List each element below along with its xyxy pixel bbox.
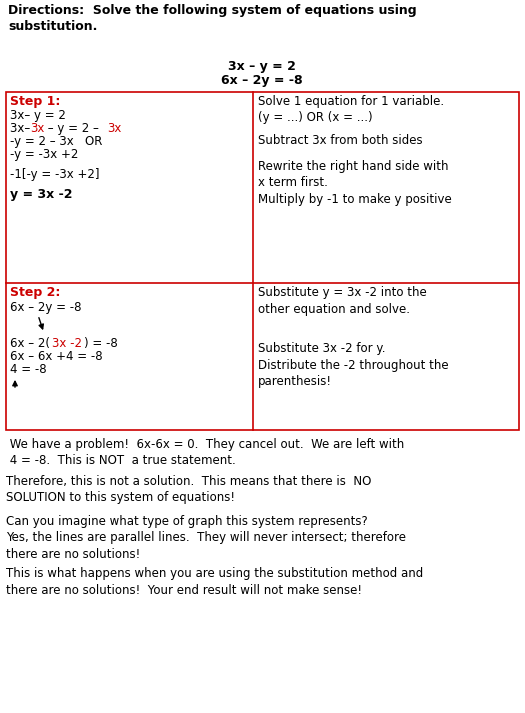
- Text: Substitute 3x -2 for y.
Distribute the -2 throughout the
parenthesis!: Substitute 3x -2 for y. Distribute the -…: [258, 342, 449, 388]
- Text: Directions:  Solve the following system of equations using
substitution.: Directions: Solve the following system o…: [8, 4, 417, 34]
- Text: ) = -8: ) = -8: [84, 337, 118, 350]
- Text: -y = -3x +2: -y = -3x +2: [10, 148, 78, 161]
- Text: Can you imagine what type of graph this system represents?
Yes, the lines are pa: Can you imagine what type of graph this …: [6, 515, 406, 561]
- Text: 3x – y = 2: 3x – y = 2: [228, 60, 296, 73]
- Text: 3x: 3x: [107, 122, 121, 135]
- Text: 3x -2: 3x -2: [52, 337, 82, 350]
- Text: y = 3x -2: y = 3x -2: [10, 188, 72, 201]
- Bar: [6, 92, 519, 430]
- Text: 6x – 2y = -8: 6x – 2y = -8: [10, 301, 81, 314]
- Text: 3x–: 3x–: [10, 122, 34, 135]
- Text: -y = 2 – 3x   OR: -y = 2 – 3x OR: [10, 135, 102, 148]
- Text: Solve 1 equation for 1 variable.
(y = ...) OR (x = ...): Solve 1 equation for 1 variable. (y = ..…: [258, 95, 444, 125]
- Text: – y = 2 –: – y = 2 –: [44, 122, 102, 135]
- Text: 6x – 6x +4 = -8: 6x – 6x +4 = -8: [10, 350, 102, 363]
- Text: 3x– y = 2: 3x– y = 2: [10, 109, 66, 122]
- Text: Rewrite the right hand side with
x term first.
Multiply by -1 to make y positive: Rewrite the right hand side with x term …: [258, 160, 452, 206]
- Text: -1[-y = -3x +2]: -1[-y = -3x +2]: [10, 168, 100, 181]
- Text: Step 1:: Step 1:: [10, 95, 60, 108]
- Text: 4 = -8: 4 = -8: [10, 363, 47, 376]
- Text: Subtract 3x from both sides: Subtract 3x from both sides: [258, 134, 423, 147]
- Text: Substitute y = 3x -2 into the
other equation and solve.: Substitute y = 3x -2 into the other equa…: [258, 286, 427, 315]
- Text: 6x – 2y = -8: 6x – 2y = -8: [221, 74, 303, 87]
- Text: Step 2:: Step 2:: [10, 286, 60, 299]
- Text: Therefore, this is not a solution.  This means that there is  NO
SOLUTION to thi: Therefore, this is not a solution. This …: [6, 475, 371, 505]
- Text: This is what happens when you are using the substitution method and
there are no: This is what happens when you are using …: [6, 567, 423, 597]
- Text: 6x – 2(: 6x – 2(: [10, 337, 50, 350]
- Text: We have a problem!  6x-6x = 0.  They cancel out.  We are left with
 4 = -8.  Thi: We have a problem! 6x-6x = 0. They cance…: [6, 438, 404, 468]
- Text: 3x: 3x: [30, 122, 45, 135]
